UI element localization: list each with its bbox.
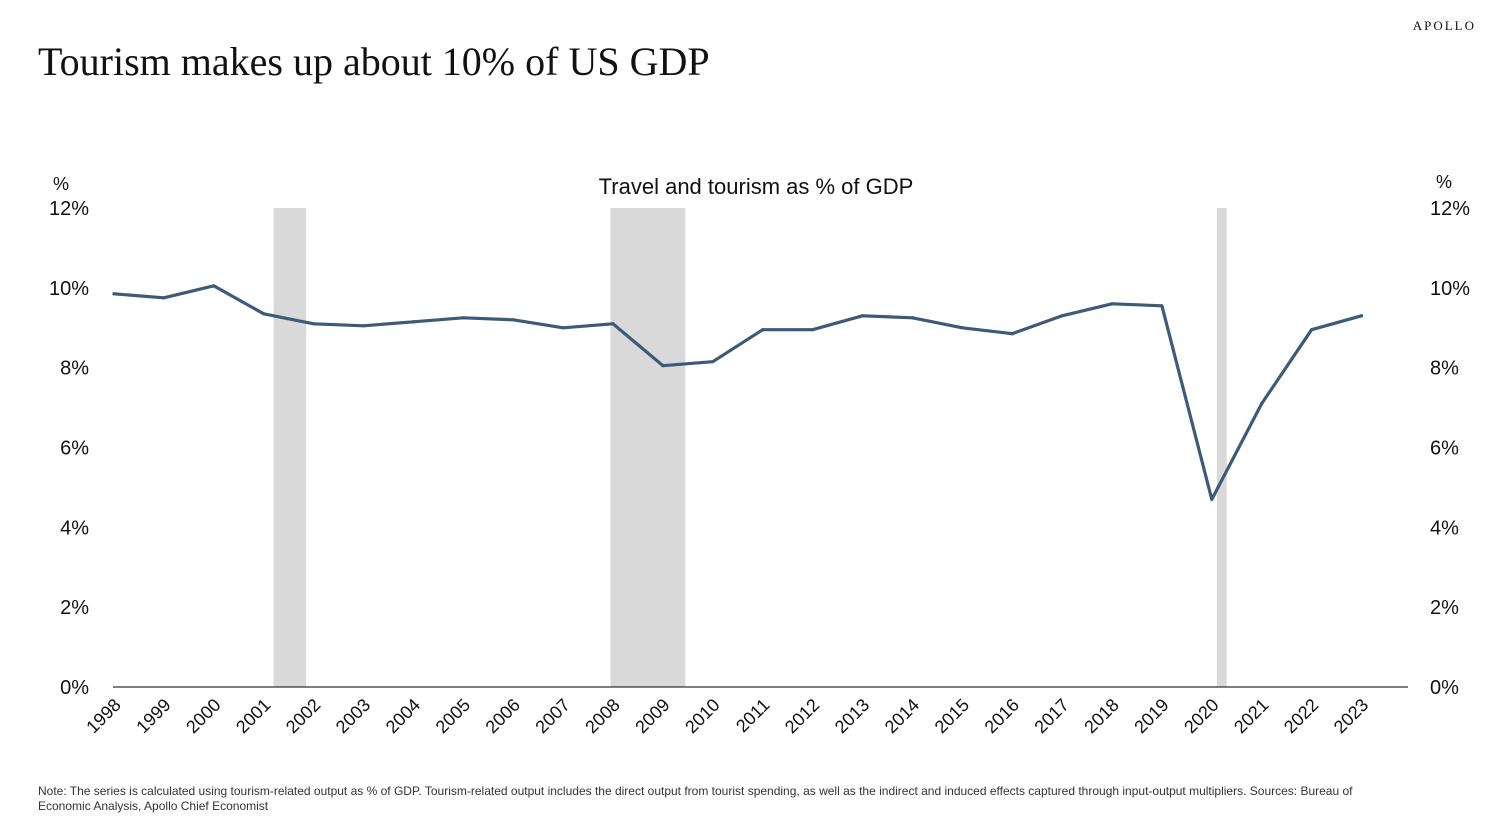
- tourism-line-chart: Travel and tourism as % of GDP % % 0% 2% 4…: [49, 172, 1470, 737]
- data-point-2013: [860, 314, 865, 318]
- left-y-tick-label: 10%: [49, 278, 89, 300]
- data-point-2021: [1260, 401, 1264, 406]
- data-point-2023: [1359, 314, 1364, 318]
- data-point-2009: [661, 364, 665, 368]
- data-point-2006: [511, 318, 515, 322]
- x-tick-label-2015: 2015: [931, 695, 973, 737]
- x-tick-label-2021: 2021: [1230, 695, 1272, 737]
- recession-shading: [273, 208, 1227, 687]
- x-tick-label-2016: 2016: [981, 695, 1023, 737]
- apollo-logo: APOLLO: [1412, 18, 1476, 33]
- data-point-2012: [811, 328, 815, 332]
- x-axis: 1998 1999 2000 2001 2002 2003 2004 2005 2006 2007…: [82, 695, 1372, 737]
- x-tick-label-2019: 2019: [1130, 695, 1172, 737]
- right-y-tick-label: 12%: [1430, 198, 1470, 220]
- right-y-tick-label: 6%: [1430, 438, 1459, 460]
- left-y-tick-label: 4%: [60, 517, 89, 539]
- x-tick-label-2020: 2020: [1180, 695, 1222, 737]
- x-tick-label-2003: 2003: [332, 695, 374, 737]
- data-point-2007: [561, 326, 565, 330]
- right-y-axis: 0% 2% 4% 6% 8% 10% 12%: [1430, 198, 1470, 699]
- series-layer: [112, 284, 1364, 501]
- x-tick-label-2013: 2013: [831, 695, 873, 737]
- data-point-2016: [1010, 332, 1014, 336]
- data-point-1999: [162, 296, 166, 300]
- data-point-2014: [910, 316, 915, 320]
- data-point-2019: [1160, 304, 1164, 308]
- right-y-tick-label: 10%: [1430, 278, 1470, 300]
- recession-band-1: [273, 208, 307, 687]
- data-point-2011: [761, 328, 765, 332]
- right-y-tick-label: 0%: [1430, 677, 1459, 699]
- x-tick-label-2002: 2002: [282, 695, 324, 737]
- x-tick-label-2017: 2017: [1030, 695, 1072, 737]
- x-tick-label-2012: 2012: [781, 695, 823, 737]
- x-tick-label-2011: 2011: [732, 695, 774, 737]
- data-point-2001: [262, 312, 266, 316]
- x-tick-label-2006: 2006: [482, 695, 524, 737]
- chart-title: Travel and tourism as % of GDP: [599, 174, 914, 199]
- x-tick-label-1999: 1999: [132, 695, 174, 737]
- data-point-2003: [361, 324, 366, 328]
- left-y-tick-label: 8%: [60, 358, 89, 380]
- x-tick-label-2018: 2018: [1080, 695, 1122, 737]
- data-point-2017: [1060, 314, 1064, 318]
- right-y-tick-label: 8%: [1430, 358, 1459, 380]
- x-tick-label-1998: 1998: [82, 695, 124, 737]
- series-line-1: [112, 284, 1364, 501]
- left-y-axis: 0% 2% 4% 6% 8% 10% 12%: [49, 198, 89, 699]
- data-point-2002: [312, 322, 316, 326]
- left-y-tick-label: 2%: [60, 597, 89, 619]
- left-y-tick-label: 12%: [49, 198, 89, 220]
- left-y-tick-label: 0%: [60, 677, 89, 699]
- data-point-2000: [212, 284, 216, 288]
- footnote: Note: The series is calculated using tou…: [38, 784, 1353, 813]
- data-point-2020: [1210, 497, 1214, 501]
- x-tick-label-2001: 2001: [232, 695, 274, 737]
- x-tick-label-2009: 2009: [631, 695, 673, 737]
- data-point-2008: [611, 322, 615, 326]
- x-tick-label-2023: 2023: [1330, 695, 1372, 737]
- left-y-tick-label: 6%: [60, 438, 89, 460]
- recession-band-2: [610, 208, 686, 687]
- data-point-1998: [112, 292, 116, 296]
- recession-band-3: [1216, 208, 1227, 687]
- data-point-2005: [461, 316, 465, 320]
- page-title: Tourism makes up about 10% of US GDP: [38, 39, 710, 84]
- right-axis-unit: %: [1436, 172, 1452, 192]
- x-tick-label-2007: 2007: [531, 695, 573, 737]
- x-tick-label-2008: 2008: [581, 695, 623, 737]
- x-tick-label-2000: 2000: [182, 695, 224, 737]
- x-tick-label-2010: 2010: [681, 695, 723, 737]
- right-y-tick-label: 2%: [1430, 597, 1459, 619]
- x-tick-label-2022: 2022: [1280, 695, 1322, 737]
- right-y-tick-label: 4%: [1430, 517, 1459, 539]
- data-point-2018: [1110, 302, 1114, 306]
- x-tick-label-2004: 2004: [382, 695, 424, 737]
- data-point-2015: [960, 326, 964, 330]
- left-axis-unit: %: [53, 174, 69, 194]
- x-tick-label-2014: 2014: [881, 695, 923, 737]
- data-point-2004: [411, 320, 415, 324]
- data-point-2010: [711, 360, 715, 364]
- x-tick-label-2005: 2005: [432, 695, 474, 737]
- data-point-2022: [1310, 328, 1314, 332]
